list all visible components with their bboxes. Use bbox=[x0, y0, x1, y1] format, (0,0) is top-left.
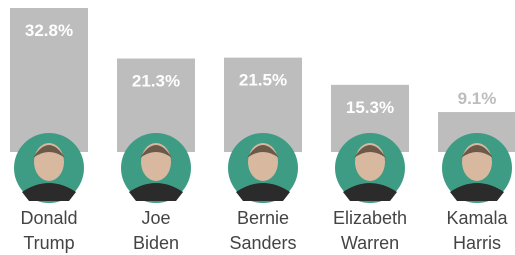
category-label-line: Bernie bbox=[237, 208, 289, 228]
page: 32.8% Donald Trump 21.3% Joe Biden 21.5% Bernie… bbox=[0, 0, 515, 255]
value-label: 21.3% bbox=[132, 71, 180, 90]
category-label-line: Sanders bbox=[229, 233, 296, 253]
category-label: Bernie Sanders bbox=[229, 208, 296, 253]
category-label-line: Warren bbox=[341, 233, 399, 253]
category-label-line: Joe bbox=[141, 208, 170, 228]
value-label: 21.5% bbox=[239, 71, 287, 90]
category-label-line: Kamala bbox=[446, 208, 508, 228]
category-label: Donald Trump bbox=[20, 208, 77, 253]
category-label-line: Harris bbox=[453, 233, 501, 253]
category-label-line: Elizabeth bbox=[333, 208, 407, 228]
value-label: 15.3% bbox=[346, 98, 394, 117]
category-label: Kamala Harris bbox=[446, 208, 508, 253]
chart: 32.8% Donald Trump 21.3% Joe Biden 21.5% Bernie… bbox=[0, 0, 515, 255]
category-label: Elizabeth Warren bbox=[333, 208, 407, 253]
category-label-line: Trump bbox=[23, 233, 74, 253]
category-label-line: Biden bbox=[133, 233, 179, 253]
category-label: Joe Biden bbox=[133, 208, 179, 253]
value-label: 9.1% bbox=[458, 89, 497, 108]
value-label: 32.8% bbox=[25, 21, 73, 40]
category-label-line: Donald bbox=[20, 208, 77, 228]
